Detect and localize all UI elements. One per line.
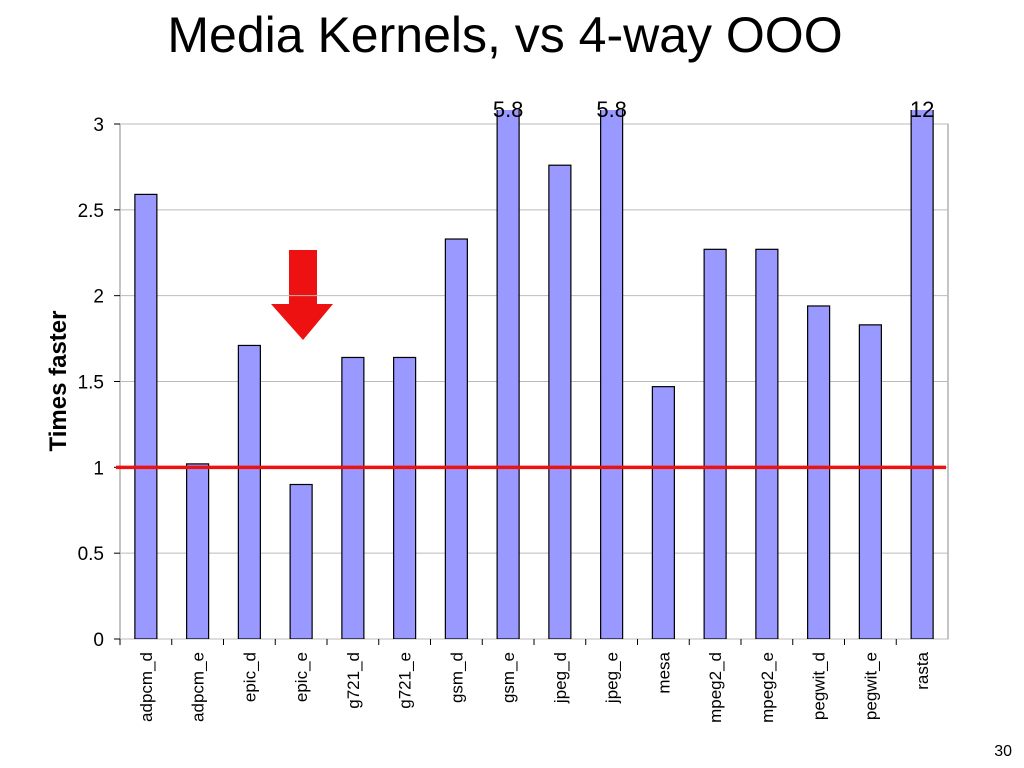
bar (444, 238, 468, 639)
bar (134, 193, 158, 639)
x-tick-label: mpeg2_d (706, 652, 725, 723)
bar (289, 483, 313, 639)
bar (341, 356, 365, 639)
x-tick-label: jpeg_d (551, 652, 570, 704)
x-tick-label: mpeg2_e (758, 652, 777, 723)
x-tick-label: rasta (913, 651, 932, 689)
data-label: 12 (910, 97, 934, 122)
bar (858, 324, 882, 639)
data-label: 5.8 (493, 97, 524, 122)
y-axis-title: Times faster (45, 311, 72, 452)
y-tick-label: 0.5 (78, 544, 104, 565)
x-tick-label: jpeg_e (603, 652, 622, 704)
bar (186, 463, 210, 639)
y-tick-label: 1.5 (78, 373, 104, 394)
bars (134, 110, 934, 639)
x-tick-label: gsm_d (447, 652, 466, 703)
x-tick-label: pegwit_e (861, 652, 880, 720)
y-tick-label: 2 (93, 287, 104, 308)
x-tick-label: epic_d (240, 652, 259, 702)
arrow (271, 250, 333, 340)
bar (496, 110, 520, 639)
x-tick-label: g721_e (396, 652, 415, 709)
slide-number: 30 (994, 743, 1012, 760)
y-tick-label: 3 (93, 115, 104, 136)
x-tick-label: g721_d (344, 652, 363, 709)
bar (548, 164, 572, 639)
y-tick-label: 1 (93, 458, 104, 479)
y-tick-label: 0 (93, 630, 104, 651)
x-tick-label: adpcm_e (189, 652, 208, 722)
bar (755, 248, 779, 639)
bar (910, 110, 934, 639)
x-tick-label: gsm_e (499, 652, 518, 703)
x-tick-label: epic_e (292, 652, 311, 702)
y-tick-label: 2.5 (78, 201, 104, 222)
x-tick-label: pegwit_d (810, 652, 829, 720)
chart-title: Media Kernels, vs 4-way OOO (167, 7, 842, 63)
bar (600, 110, 624, 639)
bar (703, 248, 727, 639)
plot: 0 0.5 1 1.5 2 2.5 3 adpcm_d adpcm_e epic_d epic_e g… (78, 97, 948, 723)
data-label: 5.8 (596, 97, 627, 122)
x-tick-label: mesa (654, 651, 673, 693)
bar (807, 305, 831, 639)
bar (651, 386, 675, 639)
x-tick-label: adpcm_d (137, 652, 156, 722)
bar (237, 344, 261, 639)
bar (393, 356, 417, 639)
